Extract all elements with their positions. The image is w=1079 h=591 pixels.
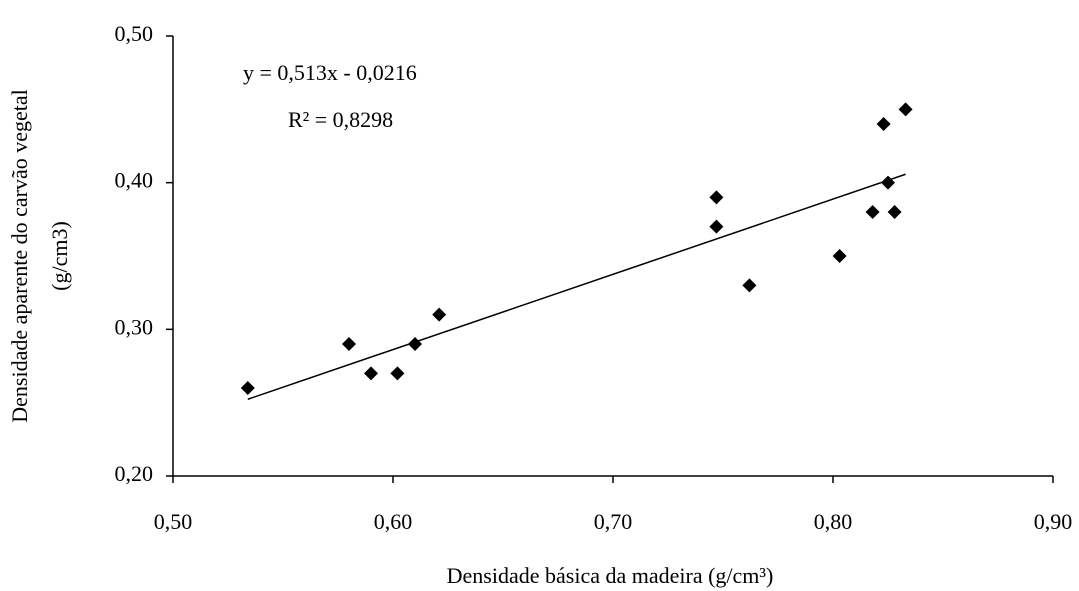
equation: y = 0,513x - 0,0216 [243,60,417,85]
point [240,381,255,395]
y-tick-label: 0,40 [115,168,154,193]
point [342,337,356,351]
r-squared: R² = 0,8298 [288,107,393,132]
point [432,307,447,322]
point [898,102,913,117]
x-tick-label: 0,70 [594,509,633,534]
y-tick-label: 0,20 [115,461,154,486]
y-tick-label: 0,30 [115,314,154,339]
point [364,366,378,381]
y-axis-label: (g/cm3) [47,221,72,291]
point [887,205,902,219]
y-tick-label: 0,50 [115,21,154,46]
point [881,175,895,190]
x-axis-label: Densidade básica da madeira (g/cm³) [447,563,774,588]
point [876,117,891,131]
point [865,205,880,219]
y-axis-label: Densidade aparente do carvão vegetal [7,89,32,423]
x-tick-label: 0,90 [1034,509,1073,534]
x-tick-label: 0,60 [374,509,413,534]
point [709,219,724,234]
trendline [247,173,906,400]
x-tick-label: 0,50 [154,509,193,534]
point [832,249,847,263]
point [742,278,757,293]
point [390,366,405,381]
point [408,337,422,351]
x-tick-label: 0,80 [814,509,853,534]
point [709,190,724,205]
